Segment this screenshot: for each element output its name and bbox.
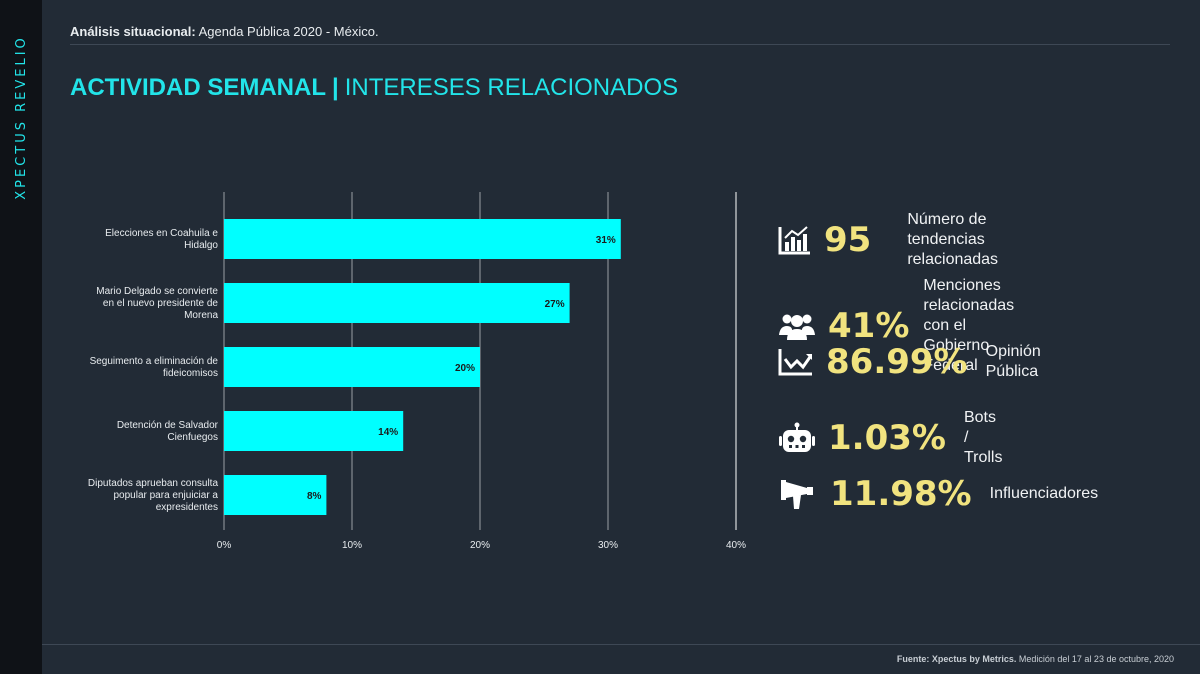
bar [224, 475, 327, 515]
header-divider [70, 44, 1170, 45]
header-text: Agenda Pública 2020 - México. [198, 24, 379, 39]
stat-label: Opinión Pública [985, 343, 1041, 380]
stat-value: 86.99% [826, 342, 968, 382]
bar [224, 283, 570, 323]
users-icon [778, 306, 816, 346]
stat-label: Influenciadores [989, 485, 1099, 502]
sidebar: XPECTUS REVELIO [0, 0, 42, 674]
category-label: Elecciones en Coahuila e Hidalgo [105, 228, 218, 251]
footer-source: Fuente: Xpectus by Metrics. [896, 654, 1017, 664]
category-label: Detención de Salvador Cienfuegos [117, 420, 219, 443]
bar [224, 347, 480, 387]
stat-label: Menciones relacionadas con el Gobierno F… [923, 277, 1015, 374]
header-label: Análisis situacional: [70, 24, 196, 39]
data-label: 20% [455, 363, 475, 374]
x-tick-label: 30% [598, 540, 618, 551]
stat-value: 11.98% [830, 474, 972, 514]
stat-value: 41% [828, 306, 910, 346]
footer: Fuente: Xpectus by Metrics. Medición del… [897, 654, 1174, 664]
title-main: ACTIVIDAD SEMANAL [70, 74, 326, 101]
page-title: ACTIVIDAD SEMANAL | INTERESES RELACIONADOS [70, 74, 678, 102]
robot-icon [778, 418, 816, 458]
footer-divider [42, 644, 1200, 645]
bar [224, 219, 621, 259]
x-tick-label: 10% [342, 540, 362, 551]
stat-trends: 95 Número de tendencias relacionadas [778, 210, 1004, 270]
data-label: 31% [596, 235, 616, 246]
footer-text: Medición del 17 al 23 de octubre, 2020 [1018, 654, 1174, 664]
title-sub: INTERESES RELACIONADOS [344, 74, 679, 101]
stat-value: 95 [824, 220, 872, 260]
stat-value: 1.03% [828, 418, 946, 458]
megaphone-icon [778, 474, 818, 514]
x-tick-label: 0% [217, 540, 232, 551]
stat-label: Número de tendencias relacionadas [907, 211, 999, 268]
category-label: Diputados aprueban consulta popular para … [88, 478, 219, 513]
stat-influencers: 11.98% Influenciadores [778, 474, 1098, 514]
line-chart-icon [778, 342, 814, 382]
stat-mentions: 41% Menciones relacionadas con el Gobier… [778, 276, 1016, 376]
category-label: Mario Delgado se convierte en el nuevo pr… [96, 286, 218, 321]
category-label: Seguimento a eliminación de fideicomisos [90, 356, 219, 379]
data-label: 27% [545, 299, 565, 310]
data-label: 14% [378, 427, 398, 438]
x-tick-label: 20% [470, 540, 490, 551]
page-header: Análisis situacional: Agenda Pública 202… [70, 24, 379, 39]
data-label: 8% [307, 491, 322, 502]
title-separator: | [332, 74, 339, 101]
bar-chart-icon [778, 220, 812, 260]
stat-bots: 1.03% Bots / Trolls [778, 408, 1004, 468]
stat-label: Bots / Trolls [963, 409, 1003, 466]
stat-opinion: 86.99% Opinión Pública [778, 342, 1045, 382]
bar [224, 411, 404, 451]
x-tick-label: 40% [726, 540, 746, 551]
